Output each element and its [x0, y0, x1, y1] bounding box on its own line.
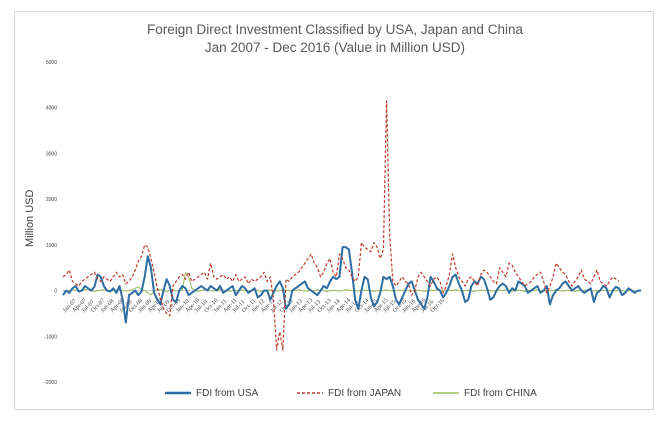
y-tick-label: 5000	[46, 60, 57, 66]
chart-canvas: Foreign Direct Investment Classified by …	[24, 22, 641, 399]
chart-legend: FDI from USA FDI from JAPAN FDI from CHINA	[165, 388, 537, 399]
y-tick-label: -2000	[44, 380, 57, 386]
legend-label: FDI from JAPAN	[328, 388, 401, 399]
series-line-fdi-from-usa	[62, 246, 641, 324]
y-tick-label: -1000	[44, 334, 57, 340]
y-tick-label: 3000	[46, 151, 57, 157]
y-tick-label: 0	[54, 289, 57, 295]
x-axis: Jan-07Apr-07Jul-07Oct-07Jan-08Apr-08Jul-…	[62, 290, 641, 314]
legend-label: FDI from CHINA	[464, 388, 537, 399]
chart-frame: Foreign Direct Investment Classified by …	[14, 11, 654, 410]
y-axis-label: Million USD	[24, 189, 36, 247]
y-tick-labels: 5000 4000 3000 2000 1000 0 -1000 -2000	[44, 60, 57, 386]
series-line-fdi-from-japan	[62, 100, 620, 351]
y-tick-label: 1000	[46, 243, 57, 249]
legend-label: FDI from USA	[196, 388, 259, 399]
chart-title-line-2: Jan 2007 - Dec 2016 (Value in Million US…	[205, 40, 465, 55]
series-lines	[62, 100, 641, 351]
series-line-fdi-from-china	[62, 271, 635, 296]
y-tick-label: 2000	[46, 197, 57, 203]
chart-title-line-1: Foreign Direct Investment Classified by …	[147, 22, 523, 37]
y-tick-label: 4000	[46, 106, 57, 112]
